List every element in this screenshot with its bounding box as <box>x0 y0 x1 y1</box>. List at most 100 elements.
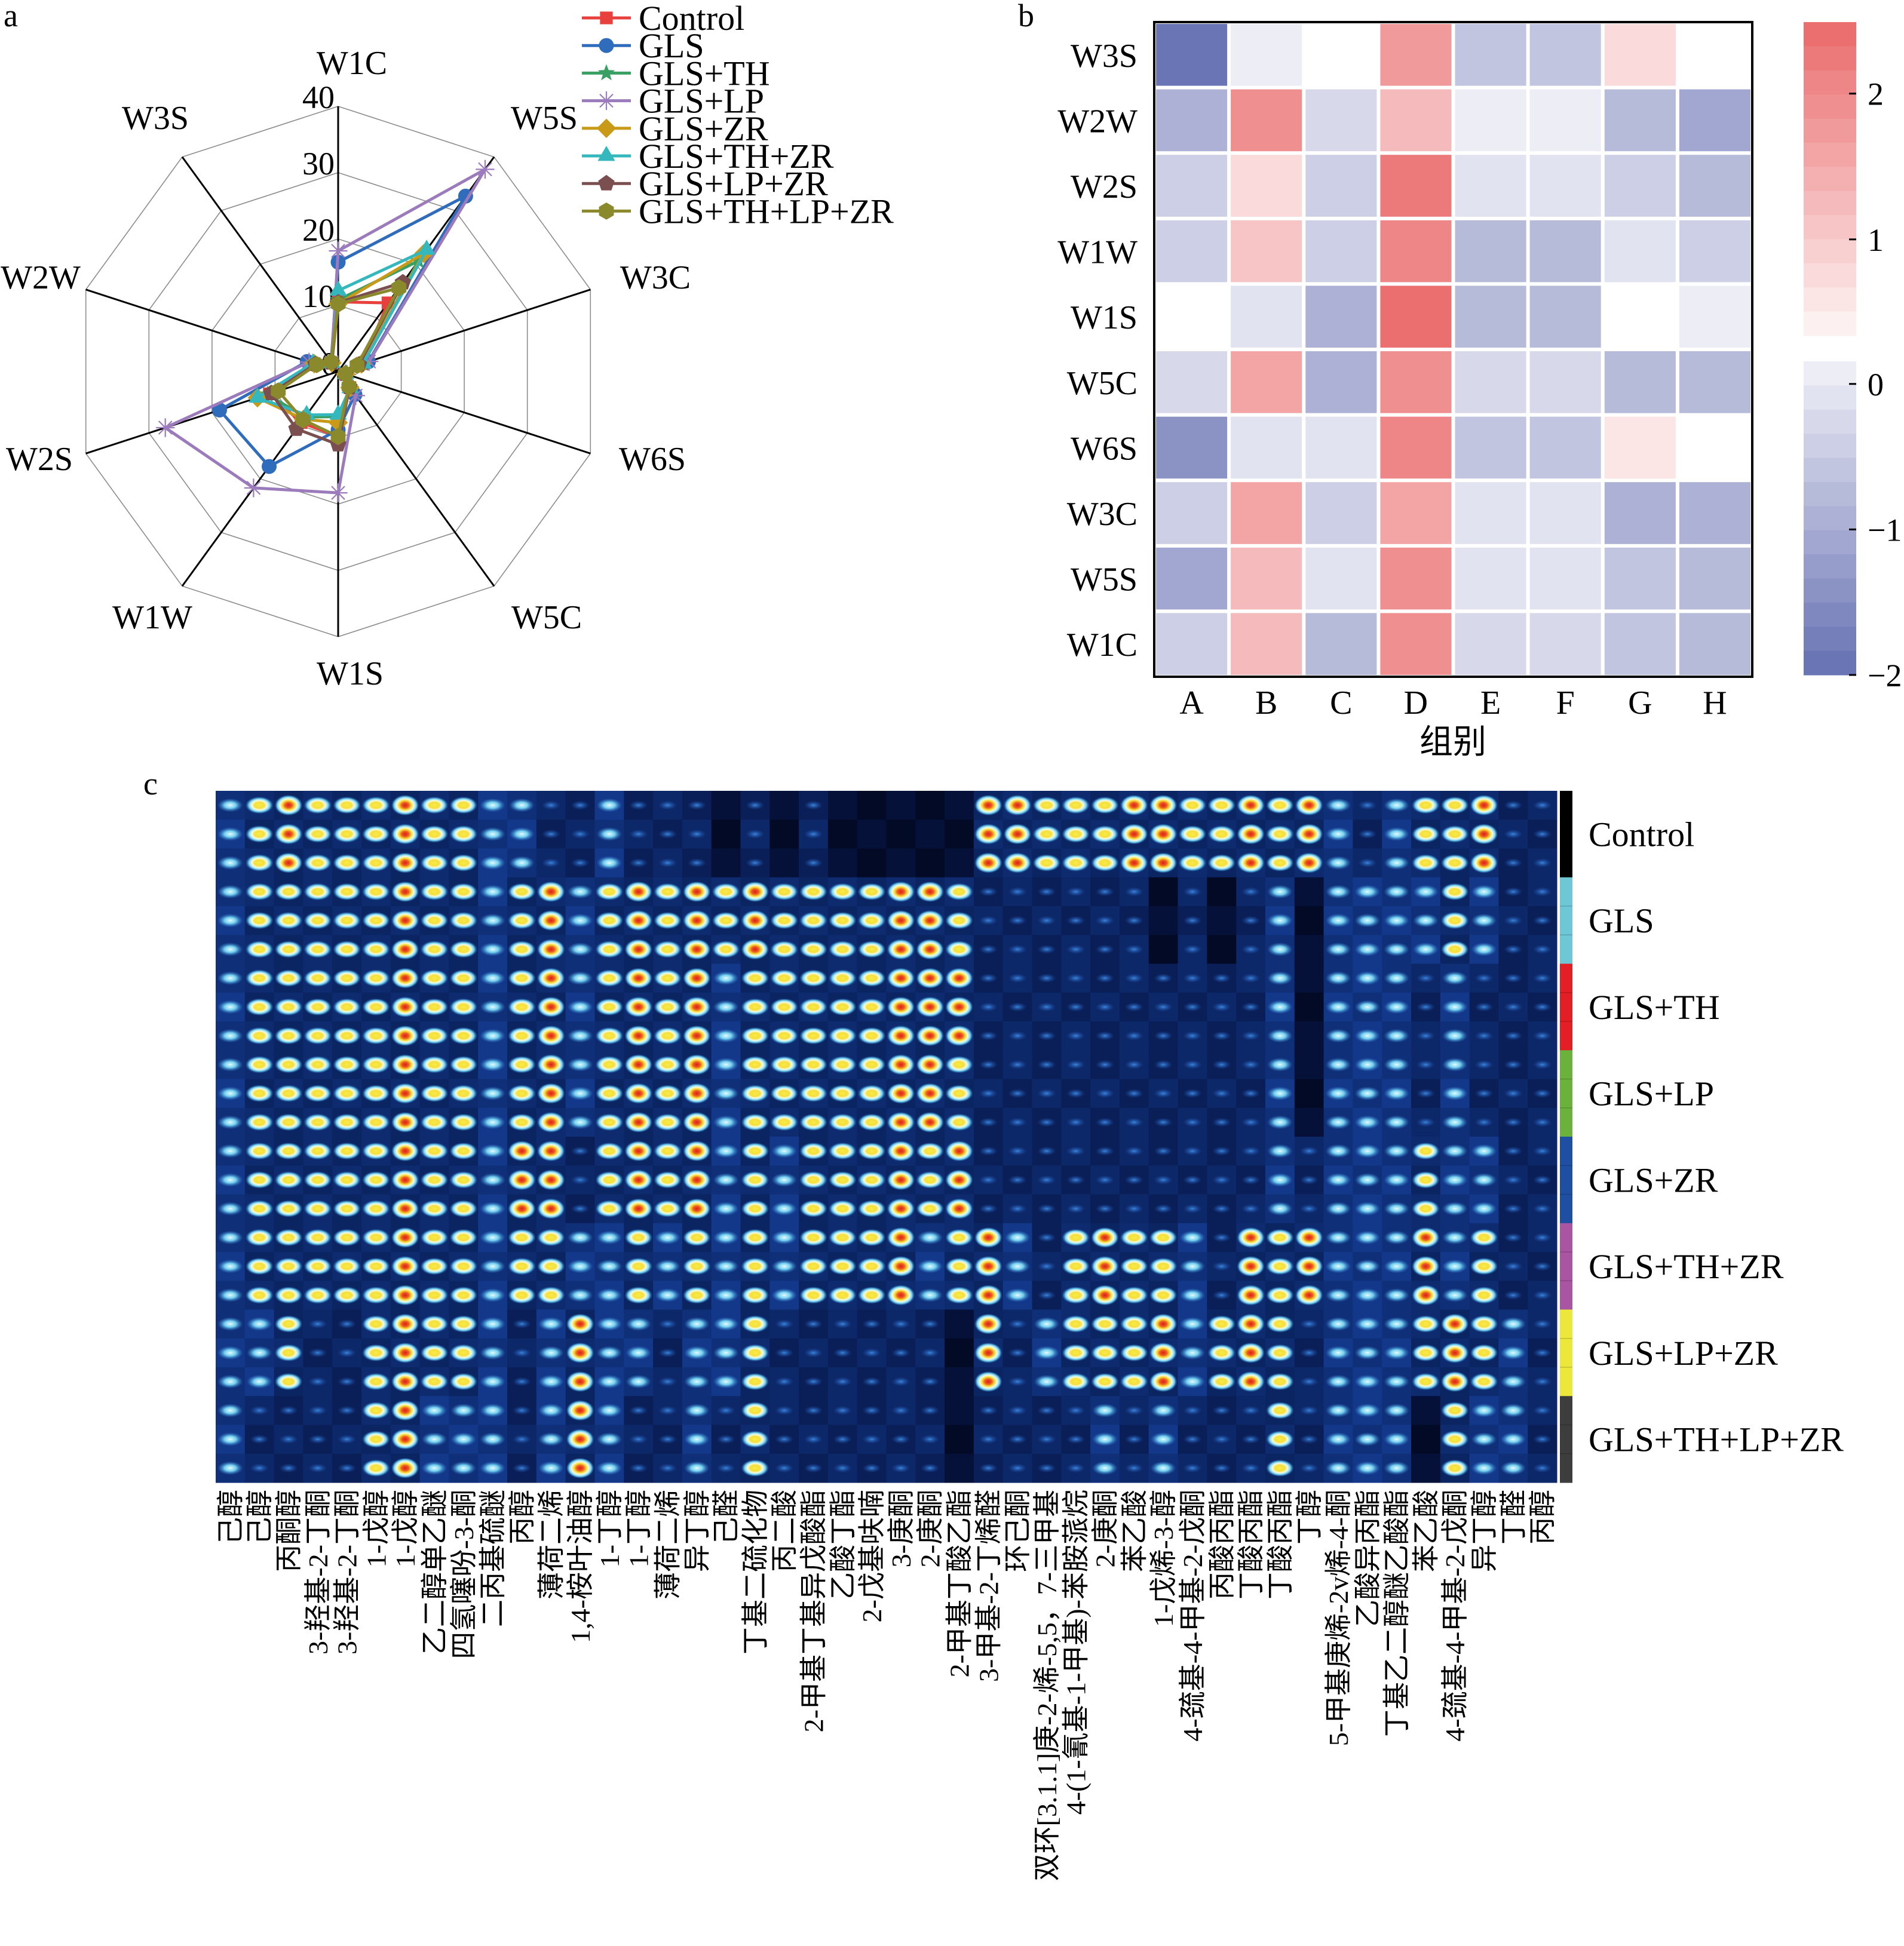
gallery-spot <box>1008 1060 1027 1070</box>
gallery-spot <box>887 1054 915 1075</box>
gallery-spot <box>655 1288 680 1302</box>
gallery-spot <box>713 1029 739 1043</box>
compound-label: 苯乙酸 <box>1119 1490 1149 1572</box>
heatmap-cell <box>1679 482 1750 544</box>
gallery-spot <box>1062 1344 1090 1362</box>
heatmap-cell <box>1679 547 1750 610</box>
heatmap-cell <box>1156 89 1228 152</box>
gallery-spot <box>1325 1288 1351 1302</box>
gallery-spot <box>891 1319 910 1329</box>
gallery-spot <box>916 968 945 989</box>
gallery-cell <box>711 819 741 849</box>
gallery-spot <box>1325 798 1351 812</box>
gallery-spot <box>713 1374 739 1389</box>
gallery-spot <box>245 1027 274 1045</box>
gallery-spot <box>1008 916 1027 925</box>
gallery-spot <box>1504 1118 1523 1127</box>
gallery-spot <box>945 1229 973 1247</box>
gallery-spot <box>921 1348 940 1358</box>
gallery-spot <box>1354 1000 1381 1014</box>
gallery-spot <box>420 796 449 814</box>
gallery-spot <box>624 1170 653 1190</box>
gallery-spot <box>391 968 419 989</box>
heatmap-cell <box>1679 155 1750 217</box>
gallery-spot <box>799 1257 827 1275</box>
gallery-spot <box>303 1113 332 1131</box>
colorbar-band-positive <box>1804 118 1856 143</box>
colorbar-band-negative <box>1804 385 1856 410</box>
gallery-spot <box>480 1346 506 1360</box>
gallery-spot <box>595 1113 624 1131</box>
gallery-spot <box>571 1146 590 1156</box>
gallery-spot <box>862 1405 881 1416</box>
heatmap-column-label: H <box>1703 685 1727 722</box>
gallery-spot <box>1533 1261 1552 1271</box>
gallery-spot <box>480 971 506 986</box>
gallery-spot <box>1095 1146 1115 1156</box>
gallery-spot <box>420 1373 449 1391</box>
gallery-cell <box>1148 877 1178 907</box>
heatmap-cell <box>1455 613 1526 675</box>
heatmap-column-label: A <box>1179 685 1204 722</box>
gallery-spot <box>1037 1233 1056 1242</box>
heatmap-row-label: W5S <box>1071 561 1138 598</box>
gallery-spot <box>741 1085 769 1103</box>
gallery-spot <box>420 883 449 901</box>
gallery-spot <box>1442 1288 1468 1302</box>
colorbar-band-negative <box>1804 530 1856 555</box>
colorbar-band-negative <box>1804 361 1856 386</box>
radar-axis-line <box>338 370 591 455</box>
gallery-spot <box>538 1461 564 1475</box>
compound-label: 3-甲基-2-丁烯醛 <box>973 1490 1004 1682</box>
gallery-spot <box>770 1027 799 1045</box>
gallery-spot <box>246 1317 272 1331</box>
gallery-spot <box>654 1200 682 1218</box>
gallery-spot <box>1003 824 1032 845</box>
heatmap-cell <box>1231 416 1302 479</box>
gallery-spot <box>1124 1118 1143 1127</box>
gallery-spot <box>1440 1401 1469 1419</box>
gallery-spot <box>716 1463 735 1473</box>
gallery-spot <box>887 968 915 989</box>
legend-item: GLS+ZR <box>582 109 768 148</box>
gallery-spot <box>629 829 648 839</box>
heatmap-cell <box>1679 89 1750 152</box>
gallery-spot <box>891 1463 910 1473</box>
gallery-cell <box>886 819 916 849</box>
compound-label: 丙酮醇 <box>274 1490 304 1572</box>
gallery-spot <box>1008 973 1027 983</box>
gallery-spot <box>1092 1461 1118 1475</box>
gallery-spot <box>303 1257 332 1275</box>
heatmap-cell <box>1156 286 1228 348</box>
gallery-spot <box>245 1286 274 1304</box>
heatmap-cell <box>1380 613 1452 675</box>
legend-item: GLS+LP+ZR <box>582 164 828 203</box>
radar-axis-label: W2S <box>6 441 73 478</box>
gallery-spot <box>1384 1374 1410 1389</box>
gallery-spot <box>1474 1088 1494 1098</box>
gallery-spot <box>682 968 711 989</box>
colorbar-band-negative <box>1804 627 1856 652</box>
gallery-spot <box>1471 885 1497 899</box>
gallery-spot <box>799 1055 827 1073</box>
heatmap-cell <box>1231 351 1302 413</box>
heatmap-cell <box>1455 220 1526 283</box>
radar-marker-hexagon <box>330 295 346 313</box>
gallery-spot <box>770 883 799 901</box>
gallery-cell <box>857 819 887 849</box>
gallery-spot <box>1004 1288 1031 1302</box>
colorbar: 2 1 0 −1 −2 <box>1804 22 1902 693</box>
compound-label: 3-羟基-2-丁酮 <box>332 1490 363 1655</box>
gallery-spot <box>274 969 303 987</box>
gallery-spot <box>654 911 682 929</box>
gallery-spot <box>1384 1202 1410 1216</box>
gallery-spot <box>217 1461 243 1475</box>
gallery-spot <box>303 940 332 958</box>
gallery-spot <box>512 1319 532 1329</box>
radar-marker-triangle <box>329 280 347 296</box>
radar-axis-label: W3S <box>122 100 189 137</box>
gallery-spot <box>916 1025 945 1046</box>
gallery-spot <box>979 944 998 954</box>
gallery-spot <box>624 939 653 960</box>
